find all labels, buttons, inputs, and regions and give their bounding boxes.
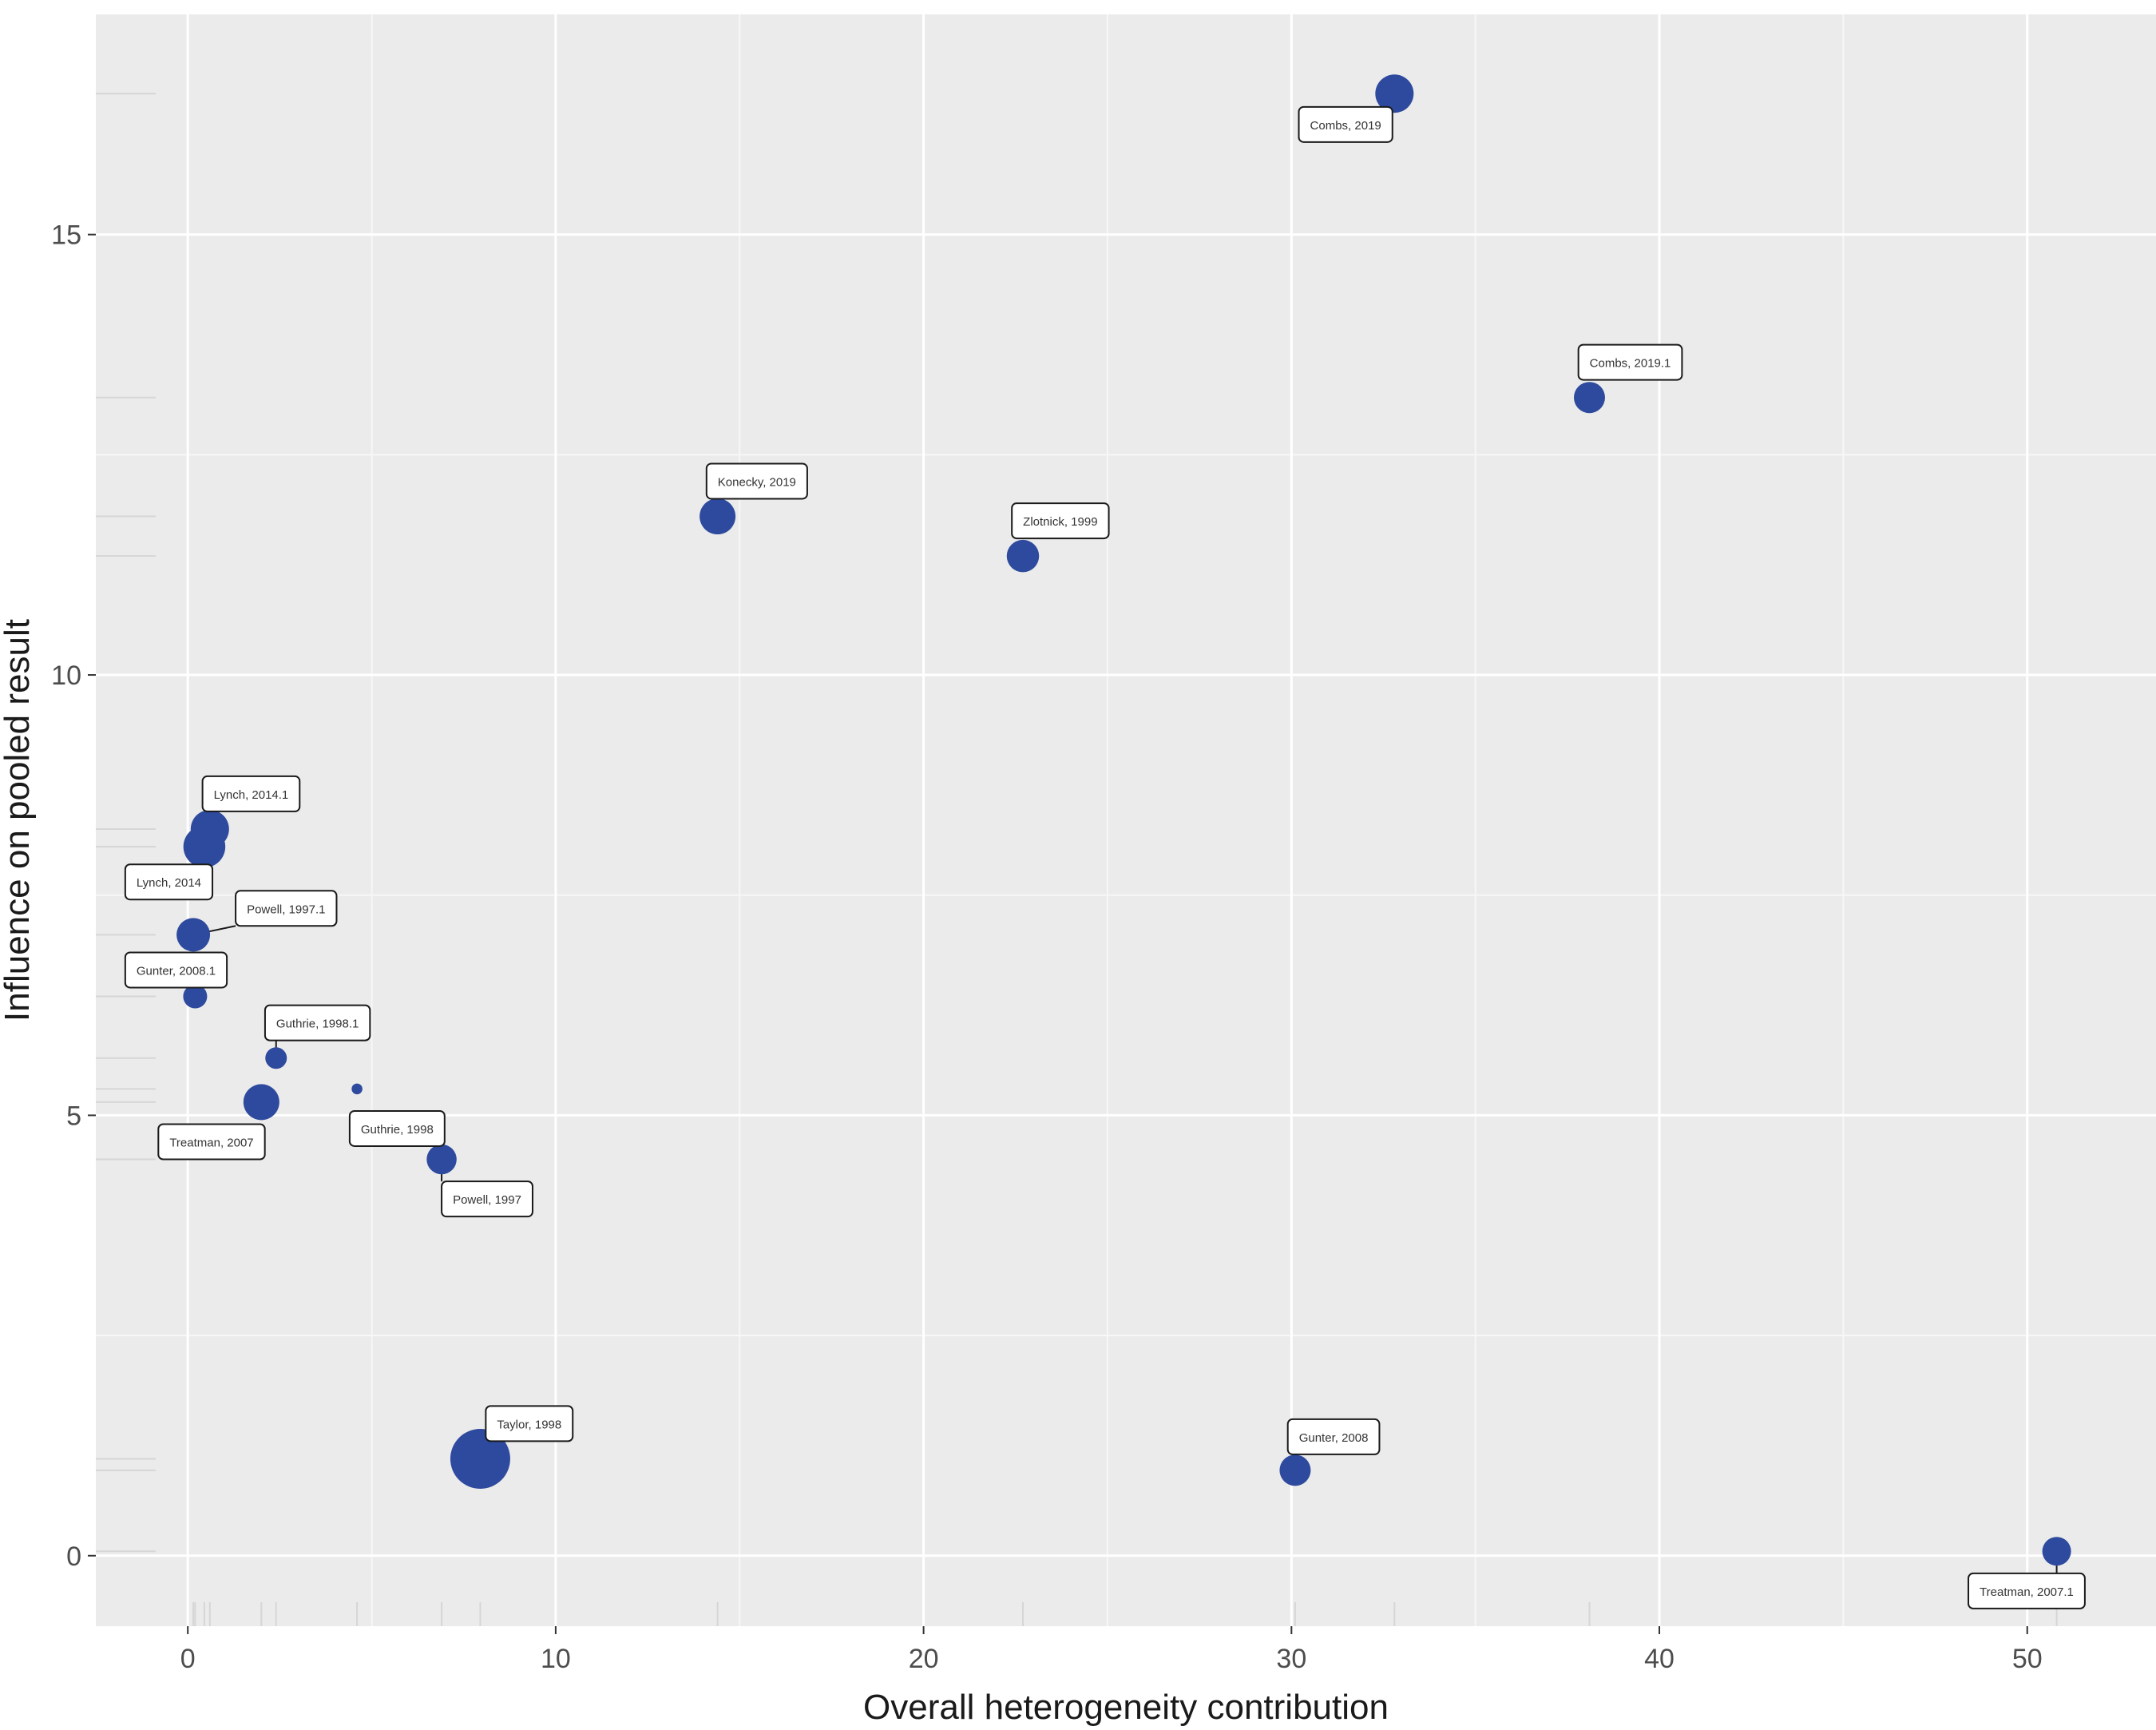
y-axis-title: Influence on pooled result xyxy=(0,619,37,1022)
label-box xyxy=(1298,105,1393,143)
point-label: Lynch, 2014 xyxy=(124,863,214,901)
label-box xyxy=(124,951,228,989)
data-point xyxy=(1574,382,1605,414)
y-tick-label: 5 xyxy=(66,1101,81,1131)
label-box xyxy=(201,775,301,812)
label-text: Gunter, 2008.1 xyxy=(137,964,216,978)
x-axis-ticks: 0 10 20 30 40 50 xyxy=(180,1626,2043,1674)
point-label: Guthrie, 1998.1 xyxy=(264,1004,371,1042)
label-text: Powell, 1997 xyxy=(453,1193,521,1207)
point-label: Powell, 1997.1 xyxy=(235,890,338,927)
point-label: Guthrie, 1998 xyxy=(348,1109,446,1147)
point-labels: Combs, 2019 Combs, 2019.1 Konecky, 2019 Zlo… xyxy=(124,105,2086,1609)
y-tick-label: 0 xyxy=(66,1542,81,1572)
point-label: Zlotnick, 1999 xyxy=(1011,502,1110,540)
label-box xyxy=(485,1405,574,1442)
label-text: Combs, 2019 xyxy=(1310,119,1381,133)
point-label: Combs, 2019 xyxy=(1298,105,1393,143)
label-box xyxy=(1577,343,1683,381)
y-tick-label: 10 xyxy=(51,661,81,691)
label-text: Guthrie, 1998.1 xyxy=(276,1018,359,1031)
x-tick-label: 30 xyxy=(1276,1644,1306,1674)
point-label: Treatman, 2007 xyxy=(157,1123,266,1161)
data-points xyxy=(176,74,2071,1566)
x-tick-label: 50 xyxy=(2012,1644,2043,1674)
point-label: Combs, 2019.1 xyxy=(1577,343,1683,381)
data-point xyxy=(351,1083,363,1095)
point-label: Powell, 1997 xyxy=(441,1180,533,1218)
label-box xyxy=(157,1123,266,1161)
x-tick-label: 40 xyxy=(1644,1644,1674,1674)
data-point xyxy=(183,984,208,1009)
label-box xyxy=(1011,502,1110,540)
label-box xyxy=(124,863,214,901)
point-label: Taylor, 1998 xyxy=(485,1405,574,1442)
data-point xyxy=(1375,74,1414,113)
y-tick-label: 15 xyxy=(51,220,81,251)
label-text: Taylor, 1998 xyxy=(497,1418,561,1431)
data-point xyxy=(176,918,211,952)
label-text: Combs, 2019.1 xyxy=(1590,357,1671,371)
rug-marks xyxy=(96,93,2058,1626)
data-point xyxy=(243,1084,279,1121)
x-tick-label: 20 xyxy=(909,1644,939,1674)
x-axis-title: Overall heterogeneity contribution xyxy=(863,1688,1389,1727)
label-text: Lynch, 2014.1 xyxy=(214,788,289,802)
label-box xyxy=(441,1180,533,1218)
data-point xyxy=(1279,1454,1311,1486)
label-text: Powell, 1997.1 xyxy=(247,903,325,916)
label-box xyxy=(235,890,338,927)
data-point xyxy=(1006,539,1040,573)
label-text: Zlotnick, 1999 xyxy=(1023,515,1097,529)
label-box xyxy=(1968,1572,2086,1609)
label-text: Guthrie, 1998 xyxy=(361,1123,434,1137)
label-box xyxy=(1286,1418,1381,1455)
label-box xyxy=(705,462,808,500)
data-point xyxy=(2042,1537,2071,1566)
x-tick-label: 10 xyxy=(541,1644,571,1674)
data-point xyxy=(426,1144,457,1175)
data-point xyxy=(700,498,736,535)
label-box xyxy=(348,1109,446,1147)
label-text: Gunter, 2008 xyxy=(1299,1431,1369,1445)
plot-panel xyxy=(96,14,2156,1626)
minor-gridlines xyxy=(96,14,2156,1626)
major-gridlines xyxy=(96,14,2156,1626)
point-label: Gunter, 2008 xyxy=(1286,1418,1381,1455)
label-text: Lynch, 2014 xyxy=(137,876,201,890)
point-label: Lynch, 2014.1 xyxy=(201,775,301,812)
data-point xyxy=(450,1428,510,1489)
label-text: Treatman, 2007.1 xyxy=(1980,1585,2074,1599)
data-point xyxy=(183,825,226,868)
label-text: Treatman, 2007 xyxy=(169,1136,253,1149)
data-point xyxy=(265,1047,287,1069)
label-box xyxy=(264,1004,371,1042)
x-tick-label: 0 xyxy=(180,1644,196,1674)
point-label: Treatman, 2007.1 xyxy=(1968,1572,2086,1609)
label-text: Konecky, 2019 xyxy=(718,475,796,489)
y-axis-ticks: 0 5 10 15 xyxy=(51,220,96,1572)
point-label: Konecky, 2019 xyxy=(705,462,808,500)
point-label: Gunter, 2008.1 xyxy=(124,951,228,989)
